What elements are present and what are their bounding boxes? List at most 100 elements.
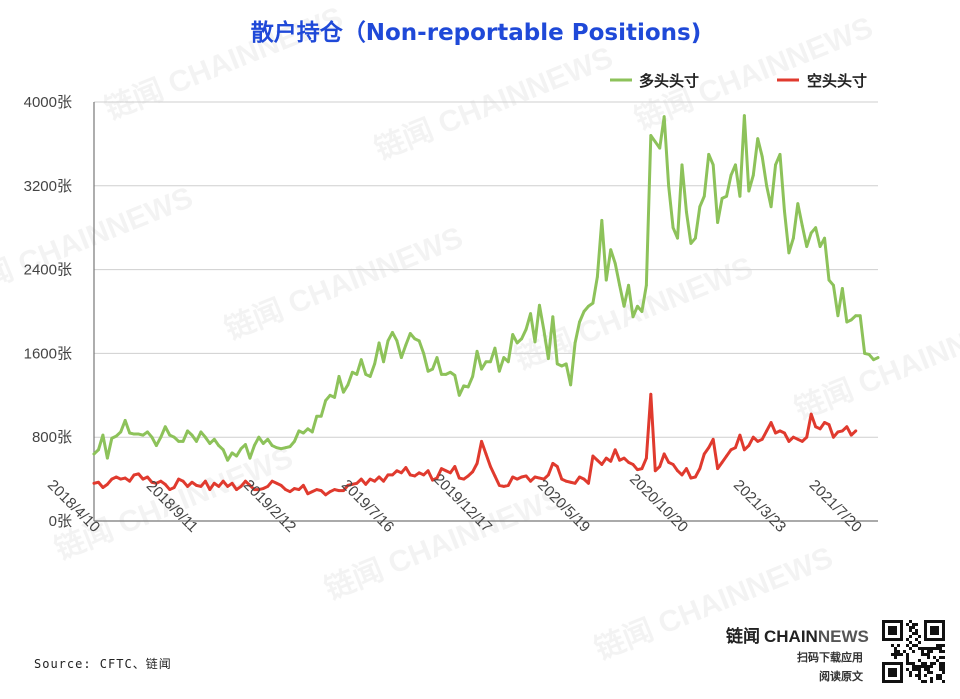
data-point	[644, 283, 648, 287]
qr-module	[927, 665, 930, 668]
data-point	[573, 481, 577, 485]
data-point	[716, 221, 720, 224]
data-point	[457, 476, 461, 480]
qr-module	[909, 620, 912, 623]
data-point	[105, 456, 109, 460]
data-point	[146, 475, 149, 479]
qr-module	[936, 674, 939, 677]
legend[interactable]: 多头头寸 空头头寸	[610, 72, 867, 90]
data-point	[515, 477, 519, 481]
data-point	[395, 339, 399, 343]
data-point	[440, 372, 443, 376]
data-point	[359, 358, 363, 362]
data-point	[560, 364, 564, 368]
data-point	[208, 442, 212, 445]
data-point	[110, 436, 114, 440]
data-point	[716, 467, 720, 471]
data-point	[765, 429, 769, 433]
data-point	[110, 477, 114, 481]
data-point	[172, 435, 176, 439]
data-point	[618, 458, 622, 462]
data-point	[417, 339, 421, 343]
data-point	[471, 375, 475, 378]
qr-module	[942, 680, 945, 683]
data-point	[796, 202, 800, 206]
data-point	[591, 301, 595, 305]
data-point	[337, 489, 341, 493]
data-point	[159, 479, 163, 483]
data-point	[707, 152, 711, 156]
data-point	[404, 466, 408, 469]
data-point	[457, 393, 461, 397]
data-point	[636, 304, 639, 308]
data-point	[408, 332, 412, 335]
data-point	[693, 475, 697, 479]
qr-module	[897, 653, 900, 656]
data-point	[493, 474, 497, 478]
data-point	[368, 477, 372, 481]
qr-module	[915, 674, 918, 677]
qr-module	[939, 650, 942, 653]
y-tick-label: 1600张	[24, 345, 72, 362]
data-point	[769, 421, 773, 424]
data-point	[640, 467, 644, 471]
data-point	[101, 486, 105, 489]
data-point	[382, 479, 385, 483]
data-point	[876, 356, 880, 359]
data-point	[506, 483, 510, 487]
data-point	[217, 485, 221, 488]
qr-module	[906, 644, 909, 647]
data-point	[707, 446, 711, 450]
qr-module	[921, 665, 924, 668]
qr-module	[930, 680, 933, 683]
qr-finder-core	[930, 626, 939, 635]
data-point	[845, 320, 849, 324]
data-point	[364, 372, 368, 376]
qr-module	[930, 650, 933, 653]
data-point	[693, 236, 697, 240]
data-point	[636, 468, 639, 472]
data-point	[475, 349, 479, 353]
data-point	[698, 467, 702, 471]
data-point	[818, 245, 822, 248]
qr-module	[912, 626, 915, 629]
data-point	[529, 479, 532, 483]
y-tick-label: 3200张	[24, 178, 72, 195]
data-point	[814, 425, 818, 429]
data-point	[333, 488, 336, 491]
data-point	[787, 251, 791, 255]
data-point	[150, 435, 154, 439]
qr-module	[924, 674, 927, 677]
data-point	[555, 465, 559, 468]
qr-module	[924, 680, 927, 683]
x-tick-label: 2020/10/20	[626, 471, 691, 536]
data-point	[252, 444, 256, 447]
qr-module	[942, 656, 945, 659]
data-point	[319, 489, 323, 493]
legend-label-long: 多头头寸	[639, 72, 699, 90]
data-point	[805, 245, 809, 248]
data-point	[391, 331, 394, 334]
data-point	[466, 385, 470, 389]
data-point	[154, 444, 158, 447]
data-point	[279, 447, 283, 451]
data-point	[711, 163, 715, 167]
data-point	[569, 480, 573, 484]
data-point	[248, 456, 252, 460]
data-point	[560, 477, 564, 481]
qr-module	[897, 650, 900, 653]
qr-code-icon[interactable]	[880, 618, 947, 685]
data-point	[778, 429, 782, 433]
data-point	[832, 435, 835, 439]
data-point	[217, 444, 221, 447]
data-point	[195, 439, 198, 443]
data-point	[435, 476, 439, 480]
data-point	[257, 488, 261, 491]
data-point	[751, 435, 755, 439]
data-point	[355, 481, 359, 485]
data-point	[542, 328, 546, 332]
data-point	[631, 463, 635, 466]
data-point	[689, 242, 693, 245]
data-point	[760, 437, 764, 441]
data-point	[270, 479, 274, 483]
